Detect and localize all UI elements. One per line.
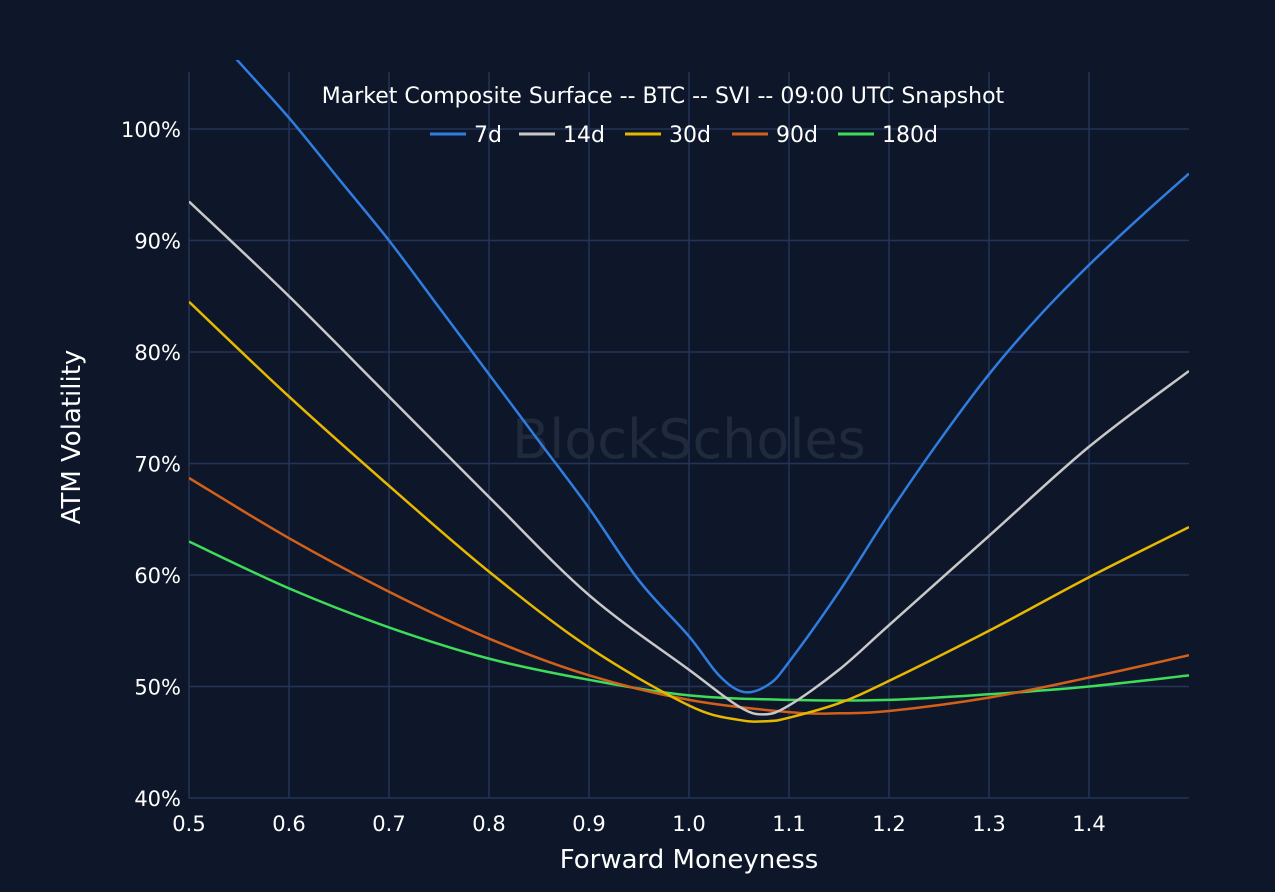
- y-tick-label: 100%: [121, 118, 181, 142]
- legend-label: 90d: [776, 123, 818, 148]
- legend-item-90d[interactable]: 90d: [732, 123, 818, 148]
- x-tick-label: 0.5: [172, 812, 205, 836]
- y-tick-label: 90%: [134, 230, 181, 254]
- y-tick-label: 40%: [134, 787, 181, 811]
- legend-item-14d[interactable]: 14d: [519, 123, 605, 148]
- y-tick-label: 70%: [134, 453, 181, 477]
- grid: [188, 72, 1189, 799]
- legend-item-30d[interactable]: 30d: [625, 123, 711, 148]
- legend-label: 7d: [474, 123, 502, 148]
- x-axis-title: Forward Moneyness: [560, 845, 819, 875]
- y-axis-title: ATM Volatility: [57, 350, 87, 525]
- x-tick-label: 0.6: [272, 812, 305, 836]
- x-tick-label: 0.8: [472, 812, 505, 836]
- y-tick-label: 80%: [134, 341, 181, 365]
- watermark: BlockScholes: [512, 408, 866, 471]
- legend-label: 30d: [669, 123, 711, 148]
- legend-item-7d[interactable]: 7d: [430, 123, 502, 148]
- x-tick-label: 1.1: [772, 812, 805, 836]
- series-lines: [189, 60, 1189, 723]
- x-tick-label: 0.7: [372, 812, 405, 836]
- series-line-14d: [189, 200, 1189, 716]
- series-line-30d: [189, 300, 1189, 723]
- y-tick-label: 50%: [134, 676, 181, 700]
- legend-label: 14d: [563, 123, 605, 148]
- chart-title: Market Composite Surface -- BTC -- SVI -…: [322, 84, 1005, 109]
- x-tick-label: 0.9: [572, 812, 605, 836]
- x-axis-ticks: 0.5 0.6 0.7 0.8 0.9 1.0 1.1 1.2 1.3 1.4: [172, 812, 1105, 836]
- x-tick-label: 1.4: [1072, 812, 1105, 836]
- y-axis-ticks: 40% 50% 60% 70% 80% 90% 100%: [121, 118, 181, 811]
- x-tick-label: 1.0: [672, 812, 705, 836]
- series-line-7d: [235, 60, 1189, 694]
- legend-item-180d[interactable]: 180d: [838, 123, 938, 148]
- x-tick-label: 1.3: [972, 812, 1005, 836]
- legend: 7d 14d 30d 90d 180d: [430, 123, 938, 148]
- x-tick-label: 1.2: [872, 812, 905, 836]
- y-tick-label: 60%: [134, 564, 181, 588]
- series-line-90d: [189, 476, 1189, 715]
- legend-label: 180d: [882, 123, 938, 148]
